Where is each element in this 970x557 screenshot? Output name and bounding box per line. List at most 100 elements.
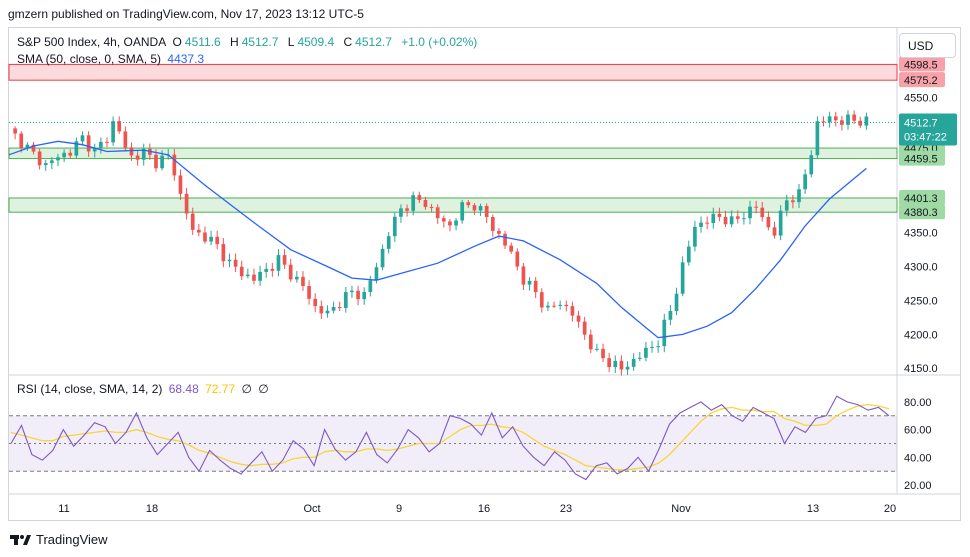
candle-body <box>435 207 440 219</box>
candle <box>441 215 446 228</box>
candle-body <box>203 232 207 242</box>
candle-body <box>80 135 85 142</box>
candle <box>827 111 832 128</box>
candle-body <box>833 116 838 121</box>
price-tick-label: 4200.0 <box>904 329 938 341</box>
zone-support-2 <box>8 197 898 213</box>
candle-body <box>478 205 483 211</box>
candle-body <box>815 121 820 156</box>
candle <box>631 353 636 371</box>
candle-body <box>246 274 250 277</box>
candle-body <box>190 213 195 230</box>
candle-body <box>674 293 679 312</box>
candle <box>56 153 60 167</box>
rsi-value: 68.48 <box>168 382 199 396</box>
zone-price-label-text: 4380.3 <box>904 207 938 219</box>
candle <box>178 169 183 200</box>
candle-body <box>564 304 569 307</box>
candle <box>50 157 54 170</box>
candle-body <box>270 268 275 271</box>
zone-price-label-bg <box>899 204 945 220</box>
candle <box>221 238 226 268</box>
sma-legend[interactable]: SMA (50, close, 0, SMA, 5) 4437.3 <box>17 52 207 66</box>
candle-body <box>362 291 367 300</box>
currency-button[interactable]: USD <box>899 33 956 58</box>
candle <box>141 143 146 166</box>
candle-body <box>178 175 183 194</box>
candle-body <box>699 222 703 227</box>
candle-body <box>68 152 73 156</box>
candle <box>313 293 318 313</box>
candle-body <box>772 227 777 236</box>
rsi-ma-value: 72.77 <box>205 382 236 396</box>
candle-body <box>748 206 752 219</box>
candle-body <box>558 304 563 306</box>
zone-support-1 <box>8 147 898 160</box>
candle-body <box>791 200 795 203</box>
candle-body <box>588 334 593 350</box>
candle <box>564 300 569 312</box>
candle <box>472 203 477 215</box>
time-tick-label: Oct <box>303 503 320 515</box>
candle-body <box>625 366 630 370</box>
candle-body <box>301 276 305 286</box>
candle <box>803 169 807 194</box>
candle-body <box>533 280 538 293</box>
candle-body <box>117 121 122 132</box>
rsi-tick-label: 20.00 <box>904 480 932 492</box>
rsi-legend[interactable]: RSI (14, close, SMA, 14, 2) 68.48 72.77 … <box>17 382 272 396</box>
candle-body <box>105 141 109 143</box>
candle <box>423 196 428 210</box>
candle-body <box>644 347 648 358</box>
candle <box>625 361 630 375</box>
candle-body <box>809 155 814 175</box>
candle <box>607 352 612 373</box>
price-tick-label: 4250.0 <box>904 295 938 307</box>
rsi-tick-label: 60.00 <box>904 425 932 437</box>
candle-body <box>343 292 348 308</box>
footer-brand[interactable]: TradingView <box>10 532 108 547</box>
candle-body <box>56 157 60 161</box>
candle-body <box>160 155 164 169</box>
candle <box>656 340 660 353</box>
rsi-band-fill <box>9 415 897 472</box>
candle-body <box>386 236 391 249</box>
candle-body <box>233 259 238 267</box>
candle-body <box>184 193 189 214</box>
main-legend[interactable]: S&P 500 Index, 4h, OANDA O 4511.6 H 4512.7… <box>17 35 480 49</box>
candle <box>337 301 342 312</box>
candle-body <box>576 315 581 322</box>
candle <box>644 342 648 362</box>
candle <box>754 200 758 214</box>
candle <box>197 223 201 237</box>
candle-body <box>601 348 605 359</box>
candle <box>650 341 654 353</box>
time-tick-label: 16 <box>478 503 490 515</box>
candle-body <box>111 121 115 143</box>
candle <box>123 126 128 152</box>
zone-price-label: 4598.5 <box>899 56 945 72</box>
last-price-value: 4512.7 <box>904 118 938 130</box>
candle-body <box>852 114 856 121</box>
candle <box>515 248 520 271</box>
candle <box>552 301 556 308</box>
candle-body <box>821 121 826 123</box>
candle-body <box>693 226 697 247</box>
rsi-label: RSI (14, close, SMA, 14, 2) <box>17 382 163 396</box>
candle <box>784 194 789 217</box>
candle <box>117 116 122 134</box>
candle-body <box>760 207 765 218</box>
candle-body <box>31 144 36 152</box>
candle-body <box>239 266 244 277</box>
candle <box>43 160 48 171</box>
candle-body <box>705 222 709 224</box>
candle <box>833 111 838 127</box>
candle <box>31 141 36 155</box>
candle-body <box>711 213 716 224</box>
candle-body <box>99 141 103 148</box>
candle-body <box>497 230 501 234</box>
zone-resistance-0 <box>8 63 898 81</box>
candle <box>386 231 391 254</box>
candle-body <box>595 348 599 350</box>
